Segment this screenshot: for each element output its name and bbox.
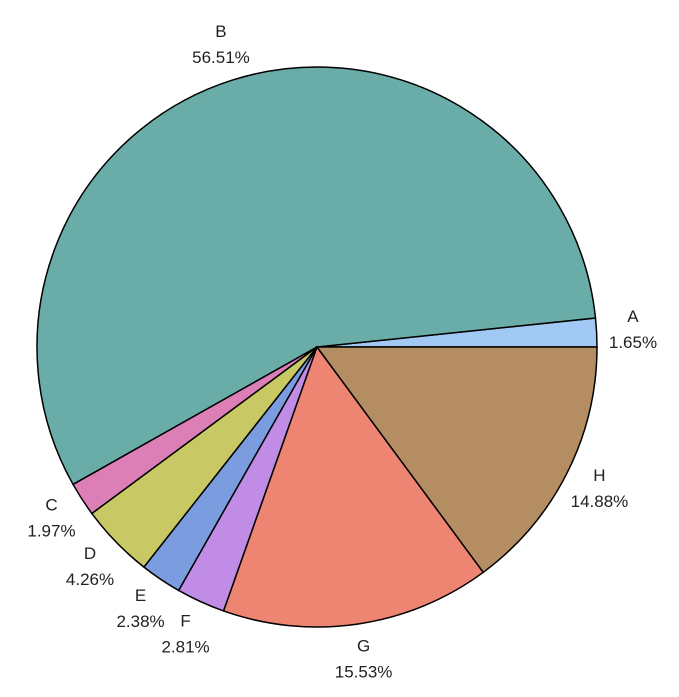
slice-label: H: [593, 466, 605, 485]
slice-label: B: [215, 22, 226, 41]
slice-value-label: 2.38%: [116, 612, 164, 631]
slice-value-label: 1.65%: [609, 333, 657, 352]
slice-value-label: 56.51%: [192, 48, 250, 67]
slice-value-label: 4.26%: [66, 570, 114, 589]
slice-label: F: [180, 611, 190, 630]
pie-slice: [315, 346, 598, 574]
slice-value-label: 14.88%: [571, 492, 629, 511]
slice-value-label: 1.97%: [27, 522, 75, 541]
slice-label: A: [627, 307, 639, 326]
slice-label: E: [135, 586, 146, 605]
slice-value-label: 2.81%: [161, 637, 209, 656]
pie-slice: [222, 345, 485, 628]
slice-label: C: [45, 496, 57, 515]
slice-value-label: 15.53%: [335, 662, 393, 681]
slice-label: D: [84, 544, 96, 563]
slice-label: G: [357, 636, 370, 655]
pie-slice: [36, 66, 597, 486]
